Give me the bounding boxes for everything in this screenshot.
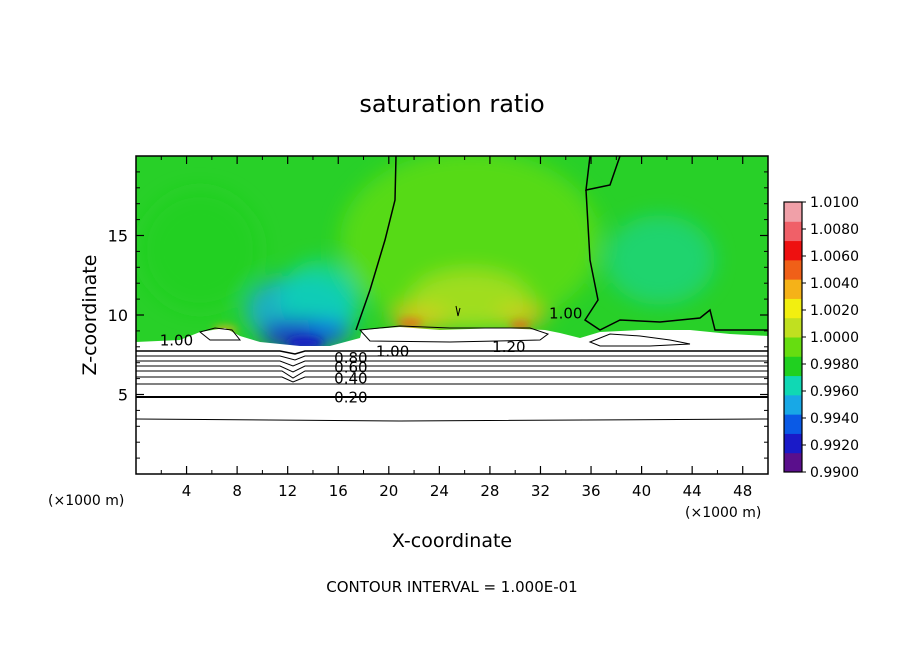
colorbar-swatch [784, 259, 802, 280]
contour-label: 0.20 [334, 389, 367, 407]
x-tick-label: 12 [278, 482, 297, 500]
colorbar-label: 0.9980 [810, 357, 859, 373]
x-tick-label: 44 [683, 482, 702, 500]
colorbar-label: 0.9940 [810, 411, 859, 427]
x-tick-label: 8 [232, 482, 242, 500]
y-axis: 5 10 15 [108, 171, 768, 459]
x-tick-label: 16 [329, 482, 348, 500]
colorbar-label: 1.0100 [810, 195, 859, 211]
contour-label: 1.00 [160, 331, 193, 349]
colorbar-swatch [784, 414, 802, 434]
colorbar-swatch [784, 375, 802, 396]
x-tick-label: 24 [430, 482, 449, 500]
colorbar-label: 0.9900 [810, 465, 859, 481]
x-tick-label: 20 [379, 482, 398, 500]
contour-label: 0.60 [334, 358, 367, 376]
contour-labels: 1.00 1.00 1.00 1.20 0.800.600.400.20 [160, 304, 583, 406]
colorbar-swatch [784, 221, 802, 242]
colorbar-swatch [784, 240, 802, 261]
colorbar-swatch [784, 279, 802, 299]
contour-label: 1.00 [376, 343, 409, 361]
colorbar-swatch [784, 356, 802, 377]
field-shading [140, 156, 715, 350]
colorbar-label: 0.9920 [810, 438, 859, 454]
contour-label: 1.00 [549, 304, 582, 322]
chart-title: saturation ratio [359, 90, 544, 118]
colorbar-label: 1.0000 [810, 330, 859, 346]
x-tick-label: 40 [632, 482, 651, 500]
y-tick-label: 10 [108, 306, 128, 325]
colorbar-label: 1.0040 [810, 276, 859, 292]
white-region [136, 327, 768, 474]
colorbar-label: 0.9960 [810, 384, 859, 400]
x-unit-right: (×1000 m) [685, 505, 761, 521]
contour-label: 1.20 [492, 338, 525, 356]
colorbar-label: 1.0020 [810, 303, 859, 319]
x-tick-label: 48 [733, 482, 752, 500]
x-axis-label: X-coordinate [392, 530, 512, 552]
colorbar-label: 1.0060 [810, 249, 859, 265]
x-unit-left: (×1000 m) [48, 493, 124, 509]
contour-label: 0.80 [334, 349, 367, 367]
contour-interval-note: CONTOUR INTERVAL = 1.000E-01 [326, 578, 577, 596]
colorbar: 0.9900 0.9920 0.9940 0.9960 0.9980 1.0000 1.00… [783, 195, 859, 481]
colorbar-label: 1.0080 [810, 222, 859, 238]
y-axis-label: Z-coordinate [79, 255, 101, 376]
colorbar-swatch [784, 433, 802, 454]
x-tick-label: 28 [480, 482, 499, 500]
y-tick-label: 15 [108, 227, 128, 246]
x-tick-label: 4 [182, 482, 192, 500]
colorbar-swatch [784, 317, 802, 338]
x-tick-label: 32 [531, 482, 550, 500]
colorbar-swatch [784, 394, 802, 415]
colorbar-swatch [784, 202, 802, 222]
colorbar-swatch [784, 452, 802, 473]
colorbar-swatch [784, 298, 802, 319]
colorbar-swatch [784, 337, 802, 357]
x-axis: 4 8 12 16 20 24 28 32 36 40 44 48 [160, 156, 752, 500]
plot-area: 1.00 1.00 1.00 1.20 0.800.600.400.20 [136, 156, 768, 474]
contour-lines [136, 156, 768, 422]
x-tick-label: 36 [581, 482, 600, 500]
contour-label: 0.40 [334, 370, 367, 388]
y-tick-label: 5 [118, 386, 128, 405]
